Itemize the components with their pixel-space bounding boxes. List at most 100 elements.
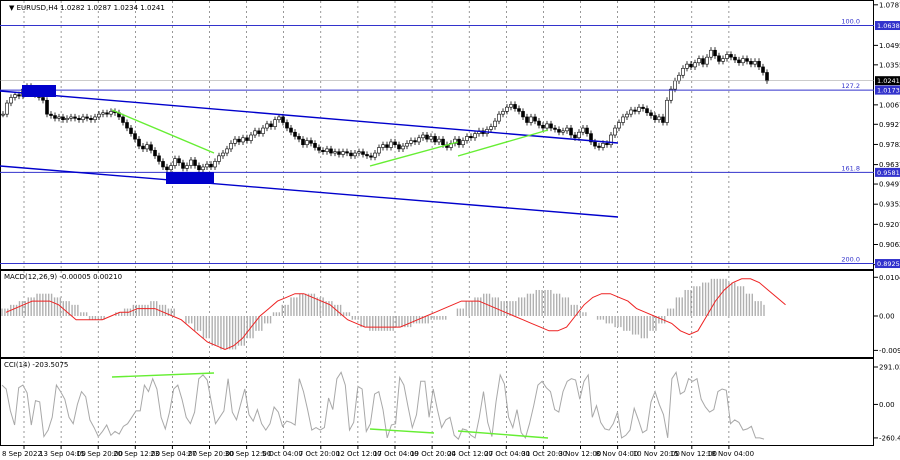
candle-up — [173, 158, 177, 166]
x-tick-label: 27 Sep 20:00 — [188, 450, 235, 458]
candle-up — [685, 63, 689, 69]
candle-up — [501, 111, 505, 115]
candle-up — [673, 80, 677, 90]
cci-divergence-line-2[interactable] — [369, 428, 435, 434]
candle-up — [145, 144, 149, 150]
fib-level-label: 100.0 — [841, 18, 860, 26]
candle-up — [741, 58, 745, 64]
candle-down — [365, 154, 369, 157]
candle-down — [645, 108, 649, 114]
candle-down — [209, 163, 213, 168]
candle-down — [757, 61, 761, 68]
candle-down — [517, 108, 521, 112]
candle-down — [713, 49, 717, 57]
x-tick-label: 15 Sep 20:00 — [76, 450, 123, 458]
candle-up — [1, 113, 5, 116]
candle-down — [361, 151, 365, 155]
candle-up — [725, 54, 729, 59]
candle-up — [509, 104, 513, 108]
x-tick-label: 10 Nov 20:00 — [633, 450, 680, 458]
candle-down — [533, 116, 537, 122]
candle-down — [269, 123, 273, 127]
x-tick-label: 12 Oct 12:00 — [336, 450, 382, 458]
candle-down — [573, 134, 577, 139]
candle-down — [17, 94, 21, 97]
candle-down — [729, 54, 733, 58]
candle-down — [53, 115, 57, 119]
candle-up — [205, 163, 209, 168]
candle-down — [329, 148, 333, 154]
candle-up — [617, 122, 621, 129]
price-divergence-line-2[interactable] — [369, 141, 459, 167]
candle-up — [357, 151, 361, 154]
candle-up — [93, 116, 97, 121]
candlestick-series — [1, 47, 769, 173]
cci-divergence-line-3[interactable] — [457, 430, 549, 439]
candle-down — [313, 143, 317, 148]
candle-down — [153, 149, 157, 157]
candle-down — [237, 138, 241, 143]
cci-divergence-line-1[interactable] — [111, 372, 215, 378]
price-divergence-line-1[interactable] — [111, 109, 215, 154]
x-tick-label: 7 Oct 20:00 — [299, 450, 340, 458]
candle-up — [353, 152, 357, 157]
candle-down — [61, 116, 65, 121]
candle-down — [157, 155, 161, 162]
candle-up — [709, 49, 713, 58]
candle-up — [101, 112, 105, 115]
y-tick-label: -0.00926 — [879, 347, 900, 355]
candle-down — [557, 129, 561, 133]
x-tick-label: 17 Oct 04:00 — [373, 450, 419, 458]
candle-down — [701, 58, 705, 65]
fibonacci-levels: 100.0 1.0638 127.2 1.0173 161.8 0.9581 200.0 0.… — [0, 18, 900, 269]
candle-up — [577, 131, 581, 139]
x-tick-label: 19 Oct 20:00 — [410, 450, 456, 458]
bottom-zone-box[interactable] — [166, 172, 214, 184]
candle-down — [441, 138, 445, 146]
price-panel-frame — [0, 0, 874, 270]
candle-up — [621, 116, 625, 123]
x-tick-label: 31 Oct 20:00 — [521, 450, 567, 458]
candle-down — [301, 138, 305, 146]
fib-level-label: 161.8 — [841, 164, 860, 172]
candle-down — [133, 133, 137, 140]
y-tick-label: 0.9782 — [879, 141, 900, 149]
candle-up — [629, 109, 633, 115]
x-tick-label: 18 Nov 04:00 — [707, 450, 754, 458]
fib-price-tag — [875, 21, 900, 31]
y-tick-label: 0.01042 — [879, 274, 900, 282]
candle-up — [625, 113, 629, 118]
x-tick-label: 5 Oct 04:00 — [262, 450, 303, 458]
candle-up — [273, 119, 277, 127]
macd-label: MACD(12,26,9) -0.00005 0.00210 — [4, 273, 122, 281]
top-zone-box[interactable] — [22, 85, 56, 97]
x-tick-label: 15 Nov 12:00 — [670, 450, 717, 458]
candle-down — [393, 141, 397, 146]
candle-up — [421, 134, 425, 139]
candle-down — [521, 111, 525, 118]
fib-price-label: 1.0173 — [877, 87, 900, 95]
y-tick-label: 0.9062 — [879, 241, 900, 249]
candle-down — [605, 143, 609, 146]
candle-up — [241, 137, 245, 143]
price-divergence-line-3[interactable] — [457, 129, 549, 157]
candle-up — [497, 113, 501, 122]
candle-up — [13, 94, 17, 98]
x-tick-label: 13 Sep 04:00 — [39, 450, 86, 458]
candle-down — [385, 144, 389, 148]
candle-up — [341, 151, 345, 155]
candle-up — [637, 106, 641, 112]
cci-axis: 291.0346 0.00 -260.494 — [874, 364, 900, 442]
channel-upper-line[interactable] — [0, 90, 619, 144]
channel-lower-line[interactable] — [0, 165, 619, 218]
candle-up — [665, 99, 669, 123]
macd-signal-line — [5, 278, 786, 350]
y-tick-label: 1.0787 — [879, 1, 900, 9]
candle-down — [297, 136, 301, 140]
x-tick-label: 8 Sep 2022 — [2, 450, 42, 458]
candle-down — [469, 136, 473, 139]
candle-up — [265, 123, 269, 129]
candle-down — [285, 122, 289, 129]
candle-up — [333, 151, 337, 154]
